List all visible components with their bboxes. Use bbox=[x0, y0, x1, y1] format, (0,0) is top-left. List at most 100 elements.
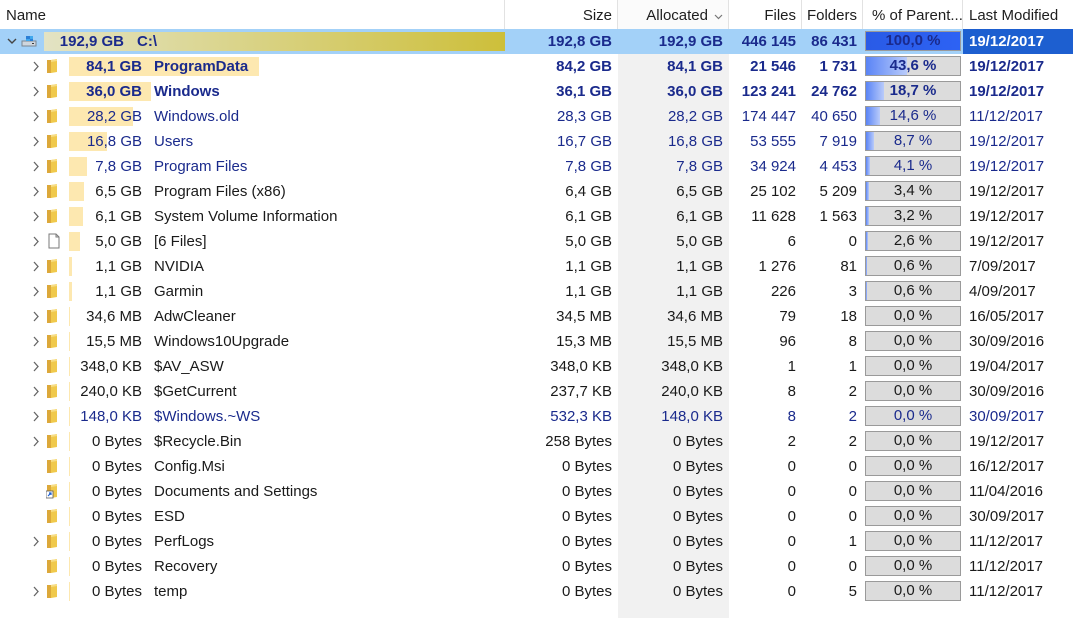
expand-chevron-icon[interactable] bbox=[30, 379, 44, 404]
expand-chevron-icon[interactable] bbox=[30, 254, 44, 279]
size-cell: 5,0 GB bbox=[565, 233, 612, 250]
percent-bar: 3,4 % bbox=[865, 181, 961, 201]
allocated-cell: 7,8 GB bbox=[676, 158, 723, 175]
expand-chevron-icon[interactable] bbox=[30, 179, 44, 204]
column-header-percent[interactable]: % of Parent... bbox=[863, 0, 963, 30]
tree-row[interactable]: 6,1 GB System Volume Information 6,1 GB 6,1… bbox=[0, 204, 1073, 229]
size-bar bbox=[69, 307, 70, 326]
folders-cell: 86 431 bbox=[811, 33, 857, 50]
expand-chevron-icon[interactable] bbox=[30, 54, 44, 79]
expand-chevron-icon[interactable] bbox=[30, 229, 44, 254]
item-total-size: 0 Bytes bbox=[91, 583, 142, 600]
percent-text: 0,0 % bbox=[893, 407, 933, 424]
percent-bar: 0,0 % bbox=[865, 456, 961, 476]
expand-chevron-icon[interactable] bbox=[30, 204, 44, 229]
item-total-size: 5,0 GB bbox=[95, 233, 142, 250]
tree-row[interactable]: 34,6 MB AdwCleaner 34,5 MB 34,6 MB 79 18 0,0 %… bbox=[0, 304, 1073, 329]
size-cell: 1,1 GB bbox=[565, 258, 612, 275]
item-name: $Recycle.Bin bbox=[154, 433, 242, 450]
folders-cell: 2 bbox=[848, 383, 857, 400]
chevron-right-icon bbox=[33, 61, 39, 72]
allocated-cell: 348,0 KB bbox=[661, 358, 723, 375]
expand-chevron-icon[interactable] bbox=[30, 404, 44, 429]
tree-row[interactable]: 5,0 GB [6 Files] 5,0 GB 5,0 GB 6 0 2,6 % 19/12/… bbox=[0, 229, 1073, 254]
tree-row[interactable]: 84,1 GB ProgramData 84,2 GB 84,1 GB 21 546 1 … bbox=[0, 54, 1073, 79]
expand-chevron-icon[interactable] bbox=[30, 279, 44, 304]
expand-chevron-icon[interactable] bbox=[30, 154, 44, 179]
folder-icon bbox=[47, 134, 57, 148]
expand-chevron-icon[interactable] bbox=[30, 579, 44, 604]
tree-row[interactable]: 0 Bytes temp 0 Bytes 0 Bytes 0 5 0,0 % 11/12/20… bbox=[0, 579, 1073, 604]
allocated-cell: 16,8 GB bbox=[667, 133, 723, 150]
tree-row[interactable]: 15,5 MB Windows10Upgrade 15,3 MB 15,5 MB 96 8… bbox=[0, 329, 1073, 354]
expand-chevron-icon[interactable] bbox=[30, 529, 44, 554]
expand-chevron-icon[interactable] bbox=[30, 329, 44, 354]
folders-cell: 0 bbox=[848, 233, 857, 250]
tree-row[interactable]: 148,0 KB $Windows.~WS 532,3 KB 148,0 KB 8 2 0,… bbox=[0, 404, 1073, 429]
expand-chevron-icon[interactable] bbox=[30, 129, 44, 154]
expand-chevron-icon[interactable] bbox=[30, 429, 44, 454]
item-icon bbox=[46, 583, 62, 599]
expand-chevron-icon[interactable] bbox=[30, 304, 44, 329]
tree-row[interactable]: 28,2 GB Windows.old 28,3 GB 28,2 GB 174 447 4… bbox=[0, 104, 1073, 129]
folders-cell: 5 bbox=[848, 583, 857, 600]
tree-row[interactable]: 6,5 GB Program Files (x86) 6,4 GB 6,5 GB 25 … bbox=[0, 179, 1073, 204]
item-name: NVIDIA bbox=[154, 258, 205, 275]
column-header-folders[interactable]: Folders bbox=[802, 0, 863, 30]
size-bar bbox=[69, 507, 70, 526]
item-icon bbox=[46, 508, 62, 524]
percent-fill bbox=[866, 207, 869, 225]
expand-chevron-icon[interactable] bbox=[30, 104, 44, 129]
tree-row[interactable]: 7,8 GB Program Files 7,8 GB 7,8 GB 34 924 4 4… bbox=[0, 154, 1073, 179]
percent-fill bbox=[866, 57, 907, 75]
tree-row[interactable]: 240,0 KB $GetCurrent 237,7 KB 240,0 KB 8 2 0,0… bbox=[0, 379, 1073, 404]
column-header-name[interactable]: Name bbox=[0, 0, 505, 30]
column-header-modified[interactable]: Last Modified bbox=[969, 7, 1059, 24]
column-header-allocated-label: Allocated bbox=[646, 7, 708, 24]
tree-row[interactable]: 0 Bytes Documents and Settings 0 Bytes 0 By… bbox=[0, 479, 1073, 504]
tree-row[interactable]: 0 Bytes Recovery 0 Bytes 0 Bytes 0 0 0,0 % 11/1… bbox=[0, 554, 1073, 579]
tree-row[interactable]: 348,0 KB $AV_ASW 348,0 KB 348,0 KB 1 1 0,0 % 19… bbox=[0, 354, 1073, 379]
percent-text: 0,0 % bbox=[893, 382, 933, 399]
folders-cell: 40 650 bbox=[811, 108, 857, 125]
percent-bar: 2,6 % bbox=[865, 231, 961, 251]
allocated-cell: 0 Bytes bbox=[672, 508, 723, 525]
chevron-down-icon bbox=[714, 14, 723, 19]
modified-cell: 11/12/2017 bbox=[969, 558, 1043, 575]
files-cell: 8 bbox=[787, 383, 796, 400]
expand-chevron-icon[interactable] bbox=[30, 354, 44, 379]
column-header-allocated[interactable]: Allocated bbox=[618, 0, 729, 30]
tree-row[interactable]: 0 Bytes PerfLogs 0 Bytes 0 Bytes 0 1 0,0 % 11/1… bbox=[0, 529, 1073, 554]
expand-chevron-icon[interactable] bbox=[30, 79, 44, 104]
folders-cell: 18 bbox=[840, 308, 857, 325]
item-total-size: 34,6 MB bbox=[86, 308, 142, 325]
size-cell: 258 Bytes bbox=[545, 433, 612, 450]
modified-cell: 19/12/2017 bbox=[969, 433, 1045, 450]
files-cell: 123 241 bbox=[741, 83, 796, 100]
tree-row[interactable]: 0 Bytes ESD 0 Bytes 0 Bytes 0 0 0,0 % 30/09/201… bbox=[0, 504, 1073, 529]
size-bar bbox=[69, 207, 83, 226]
chevron-right-icon bbox=[33, 186, 39, 197]
tree-row[interactable]: 36,0 GB Windows 36,1 GB 36,0 GB 123 241 24 76… bbox=[0, 79, 1073, 104]
item-total-size: 1,1 GB bbox=[95, 258, 142, 275]
tree-row[interactable]: 16,8 GB Users 16,7 GB 16,8 GB 53 555 7 919 8,7… bbox=[0, 129, 1073, 154]
column-header-size[interactable]: Size bbox=[505, 0, 618, 30]
tree-row[interactable]: 1,1 GB NVIDIA 1,1 GB 1,1 GB 1 276 81 0,6 % 7/09… bbox=[0, 254, 1073, 279]
allocated-cell: 6,1 GB bbox=[676, 208, 723, 225]
item-icon bbox=[46, 358, 62, 374]
tree-row[interactable]: 0 Bytes $Recycle.Bin 258 Bytes 0 Bytes 2 2 0,0… bbox=[0, 429, 1073, 454]
item-total-size: 0 Bytes bbox=[91, 433, 142, 450]
tree-row[interactable]: 0 Bytes Config.Msi 0 Bytes 0 Bytes 0 0 0,0 % 16… bbox=[0, 454, 1073, 479]
size-cell: 6,1 GB bbox=[565, 208, 612, 225]
folder-icon bbox=[47, 109, 57, 123]
size-cell: 36,1 GB bbox=[556, 83, 612, 100]
drive-icon bbox=[21, 36, 37, 47]
column-header-files[interactable]: Files bbox=[729, 0, 802, 30]
item-name: $GetCurrent bbox=[154, 383, 237, 400]
folders-cell: 4 453 bbox=[819, 158, 857, 175]
tree-row[interactable]: 1,1 GB Garmin 1,1 GB 1,1 GB 226 3 0,6 % 4/09/20… bbox=[0, 279, 1073, 304]
tree-row[interactable]: 192,9 GB C:\ 192,8 GB 192,9 GB 446 145 86 431… bbox=[0, 29, 1073, 54]
file-icon bbox=[48, 233, 60, 249]
percent-text: 0,6 % bbox=[893, 282, 933, 299]
collapse-chevron-icon[interactable] bbox=[6, 29, 20, 54]
